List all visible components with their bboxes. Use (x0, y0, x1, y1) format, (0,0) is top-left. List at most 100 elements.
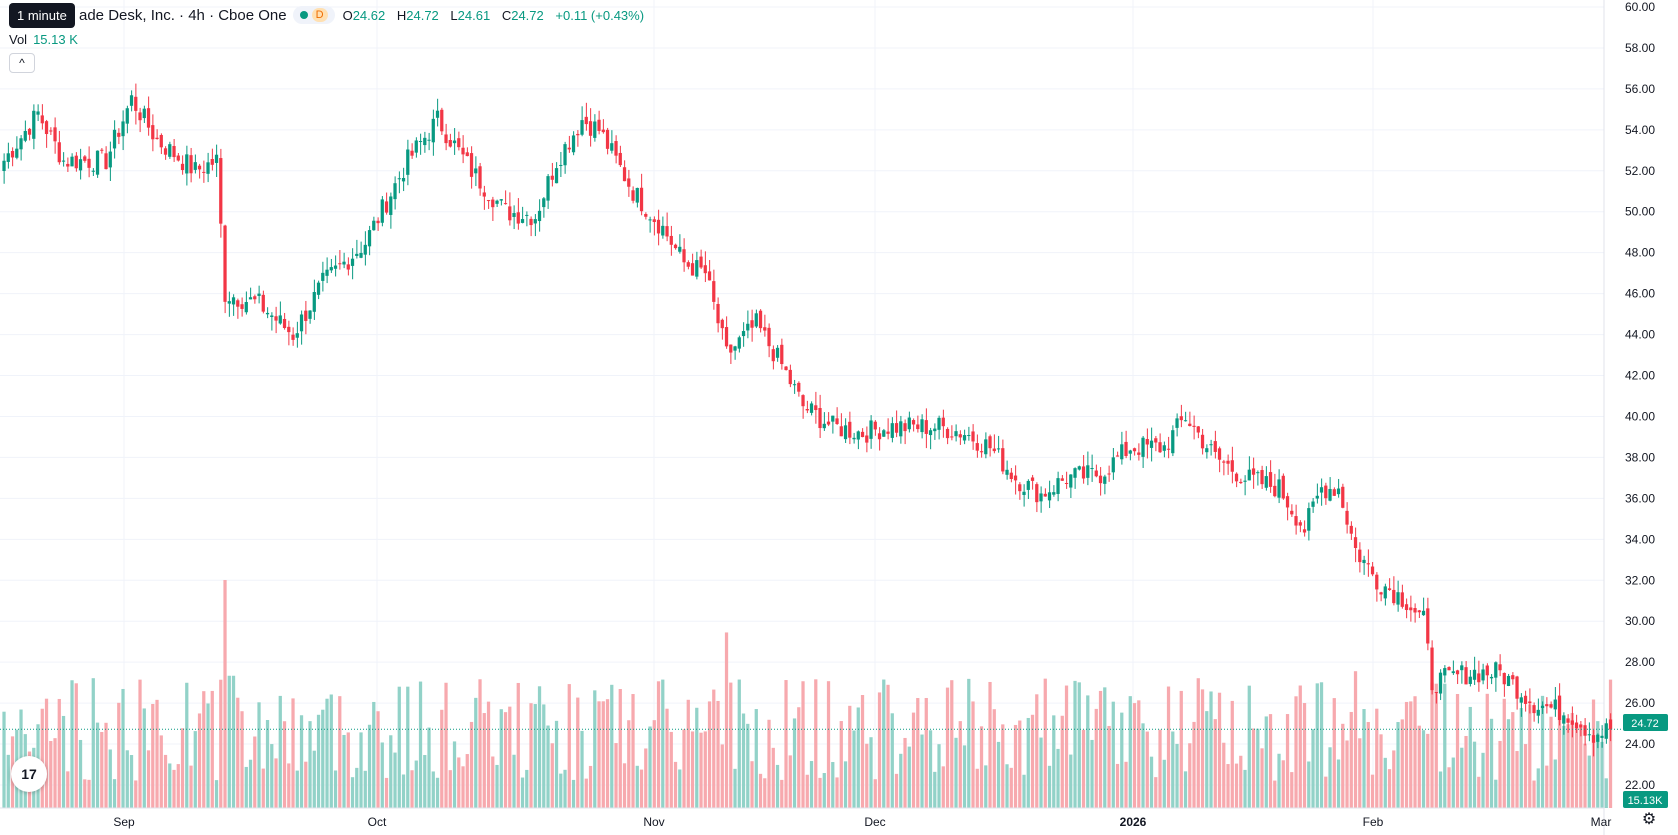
collapse-legend-button[interactable]: ^ (9, 53, 35, 73)
volume-bar (1328, 747, 1332, 808)
low-value: 24.61 (457, 7, 491, 23)
volume-bar (236, 697, 240, 808)
volume-bars (2, 580, 1613, 808)
candle-body (1345, 510, 1349, 525)
candle-body (1243, 480, 1247, 482)
tradingview-logo-icon[interactable]: 17 (11, 756, 47, 792)
volume-bar (138, 679, 142, 808)
candle-body (924, 420, 928, 434)
candle-body (423, 137, 427, 146)
volume-bar (1562, 725, 1566, 808)
candle-body (1519, 697, 1523, 703)
volume-bar (928, 730, 933, 808)
volume-bar (389, 735, 393, 808)
price-tick-label: 36.00 (1625, 491, 1655, 505)
volume-bar (1345, 740, 1349, 808)
candle-body (1494, 662, 1498, 678)
volume-bar (1030, 714, 1035, 808)
candle-body (159, 134, 163, 148)
candle-body (1366, 563, 1370, 565)
volume-bar (610, 684, 614, 808)
volume-bar (278, 695, 282, 808)
volume-bar (1149, 756, 1154, 808)
volume-bar (261, 768, 265, 808)
volume-bar (1574, 727, 1579, 808)
volume-bar (720, 744, 724, 808)
candle-body (1421, 610, 1426, 616)
volume-bar (1239, 755, 1243, 808)
volume-bar (342, 734, 346, 808)
volume-bar (605, 699, 610, 808)
candle-body (342, 261, 346, 265)
candle-body (40, 115, 44, 124)
candle-body (491, 199, 495, 208)
candle-body (1107, 473, 1111, 475)
candle-body (520, 219, 525, 223)
volume-bar (1451, 757, 1455, 808)
candle-body (49, 130, 53, 132)
volume-bar (716, 700, 720, 808)
candle-body (848, 421, 852, 438)
volume-bar (1545, 765, 1549, 808)
candle-body (1307, 508, 1311, 531)
volume-bar (1273, 780, 1277, 808)
volume-bar (984, 765, 988, 808)
volume-bar (911, 712, 916, 808)
volume-bar (584, 778, 588, 808)
candle-body (248, 297, 253, 300)
volume-bar (852, 730, 856, 808)
candle-body (763, 327, 767, 331)
volume-bar (1434, 683, 1438, 808)
candle-body (775, 347, 780, 358)
volume-bar (112, 779, 117, 808)
volume-bar (316, 714, 321, 808)
symbol-title[interactable]: ade Desk, Inc. · 4h · Cboe One (79, 6, 287, 24)
candle-body (32, 110, 36, 139)
candle-body (954, 431, 958, 437)
candle-body (695, 260, 699, 277)
candle-body (223, 225, 227, 302)
volume-bar (1213, 719, 1217, 808)
volume-bar (678, 769, 682, 808)
candle-body (1268, 472, 1273, 487)
price-tick-label: 54.00 (1625, 123, 1655, 137)
candle-body (686, 262, 690, 267)
volume-bar (1358, 738, 1362, 808)
volume-bar (1081, 729, 1086, 808)
volume-bar (78, 739, 83, 808)
volume-bar (763, 778, 767, 808)
price-tick-label: 40.00 (1625, 409, 1655, 423)
candle-body (682, 249, 686, 263)
candle-body (406, 149, 410, 175)
price-tick-label: 42.00 (1625, 369, 1655, 383)
candle-body (1332, 489, 1336, 496)
settings-gear-icon[interactable]: ⚙ (1641, 811, 1657, 828)
volume-bar (180, 728, 185, 808)
candle-body (576, 133, 580, 136)
volume-bar (1115, 763, 1120, 808)
volume-bar (937, 744, 941, 808)
volume-bar (1392, 750, 1396, 808)
volume-bar (248, 759, 253, 808)
volume-bar (1311, 729, 1315, 808)
candle-body (236, 300, 240, 307)
volume-bar (835, 777, 839, 808)
volume-bar (746, 723, 750, 808)
candle-body (1064, 482, 1069, 484)
volume-bar (1494, 779, 1498, 808)
candle-body (984, 439, 988, 455)
candle-body (508, 206, 512, 221)
volume-bar (1281, 760, 1285, 808)
candle-body (261, 294, 265, 312)
volume-bar (1230, 700, 1234, 808)
candle-body (129, 95, 134, 106)
candle-body (1162, 445, 1166, 451)
market-status[interactable]: D (292, 6, 335, 24)
candle-body (750, 320, 754, 328)
ohlc-values: O24.62 H24.72 L24.61 C24.72 +0.11 (+0.43… (342, 7, 645, 23)
volume-bar (486, 701, 491, 808)
volume-bar (758, 773, 763, 808)
volume-bar (1290, 772, 1294, 808)
candle-body (304, 310, 308, 321)
